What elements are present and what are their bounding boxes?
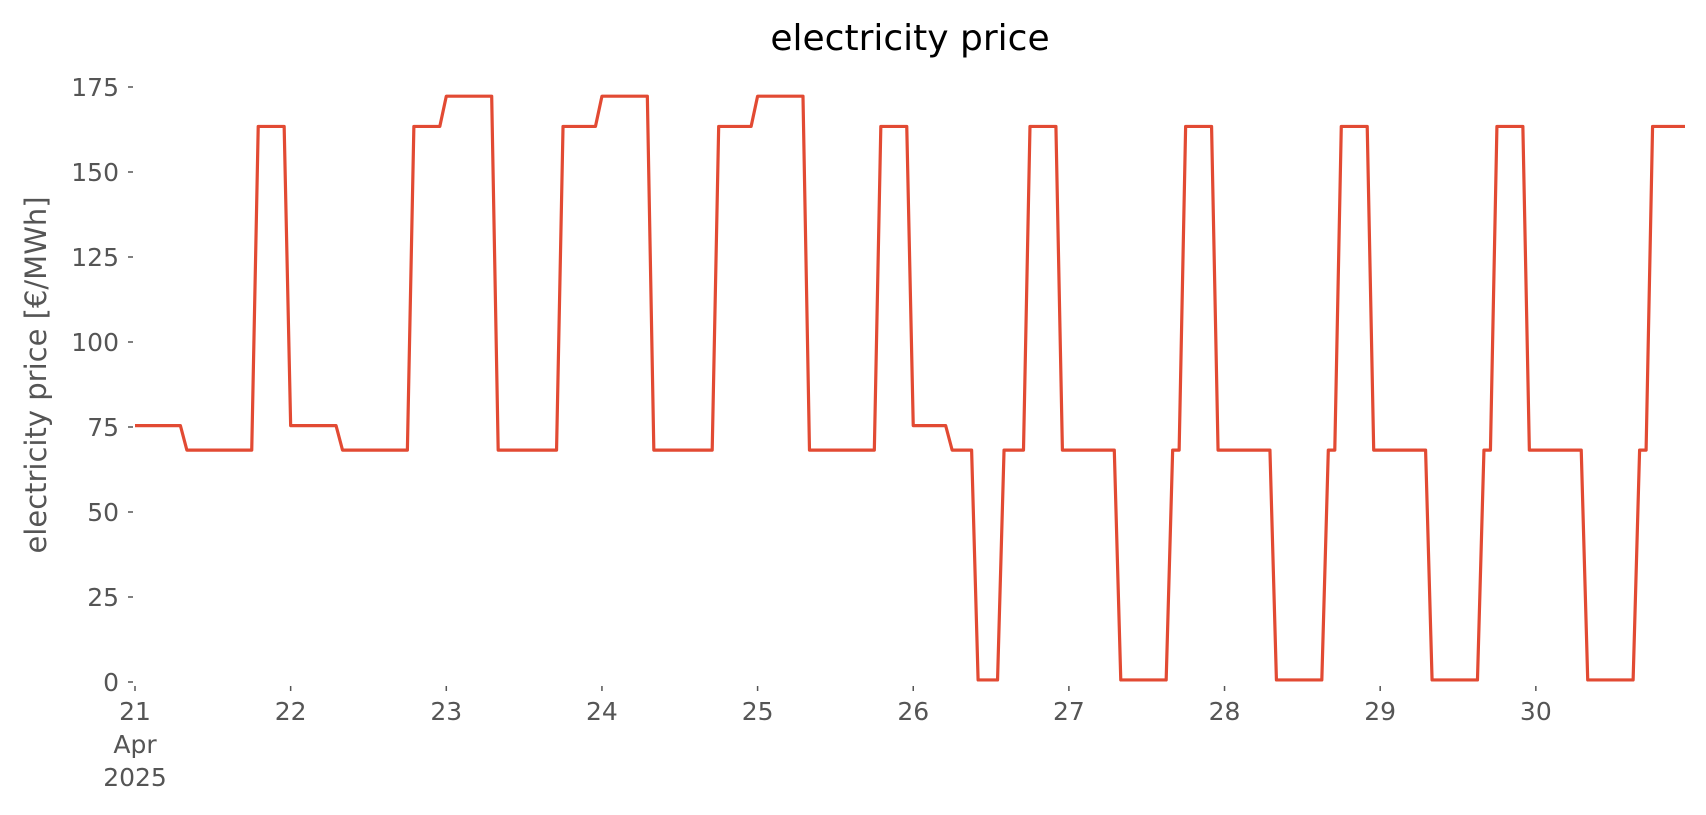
x-tick-label: 22 — [275, 697, 307, 726]
x-tick-label: 27 — [1053, 697, 1085, 726]
chart-title: electricity price — [770, 18, 1049, 59]
y-tick-label: 75 — [87, 413, 119, 442]
x-tick-label: 30 — [1520, 697, 1552, 726]
x-tick-label: 25 — [742, 697, 774, 726]
y-tick-label: 50 — [87, 498, 119, 527]
x-tick-label: 29 — [1364, 697, 1396, 726]
y-tick-label: 150 — [71, 158, 119, 187]
line — [135, 94, 1685, 682]
x-tick-label: 24 — [586, 697, 618, 726]
y-tick-label: 25 — [87, 583, 119, 612]
x-tick-label: 28 — [1209, 697, 1241, 726]
y-tick-label: 125 — [71, 243, 119, 272]
y-axis-label: electricity price [€/MWh] — [19, 196, 53, 553]
x-tick-label: 26 — [897, 697, 929, 726]
y-tick-label: 0 — [103, 668, 119, 697]
x-tick-label: 23 — [430, 697, 462, 726]
y-tick-label: 175 — [71, 73, 119, 102]
x-tick-label: 21 Apr 2025 — [103, 697, 167, 792]
y-tick-label: 100 — [71, 328, 119, 357]
